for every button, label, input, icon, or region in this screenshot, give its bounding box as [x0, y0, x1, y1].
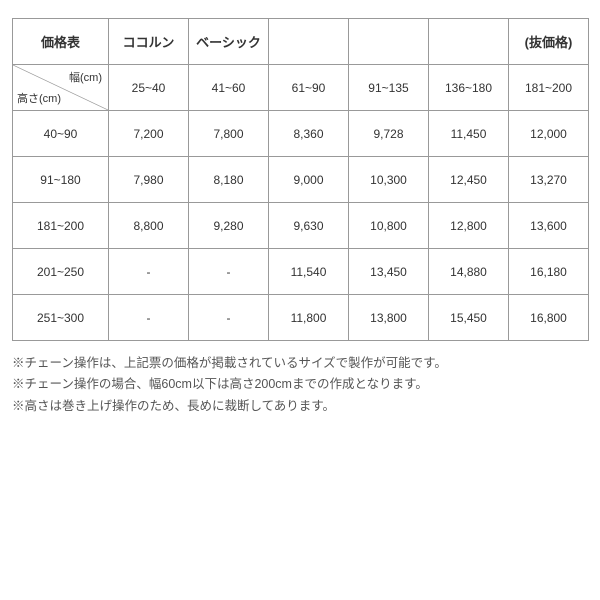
price-cell: 9,280 [189, 203, 269, 249]
price-cell: 13,600 [509, 203, 589, 249]
height-label: 201~250 [13, 249, 109, 295]
price-cell: 11,540 [269, 249, 349, 295]
table-row: 40~90 7,200 7,800 8,360 9,728 11,450 12,… [13, 111, 589, 157]
table-row: 181~200 8,800 9,280 9,630 10,800 12,800 … [13, 203, 589, 249]
price-cell: 9,728 [349, 111, 429, 157]
price-note-cell: (抜価格) [509, 19, 589, 65]
table-row: 251~300 - - 11,800 13,800 15,450 16,800 [13, 295, 589, 341]
price-cell: 12,800 [429, 203, 509, 249]
price-cell: 16,800 [509, 295, 589, 341]
width-col-4: 136~180 [429, 65, 509, 111]
price-cell: 13,800 [349, 295, 429, 341]
notes-block: ※チェーン操作は、上記票の価格が掲載されているサイズで製作が可能です。 ※チェー… [12, 353, 588, 417]
price-cell: 12,450 [429, 157, 509, 203]
price-cell: 8,800 [109, 203, 189, 249]
price-cell: 15,450 [429, 295, 509, 341]
price-cell: 7,980 [109, 157, 189, 203]
price-cell: - [109, 295, 189, 341]
note-line: ※チェーン操作は、上記票の価格が掲載されているサイズで製作が可能です。 [12, 353, 588, 374]
title-cell: 価格表 [13, 19, 109, 65]
price-cell: 9,630 [269, 203, 349, 249]
note-line: ※チェーン操作の場合、幅60cm以下は高さ200cmまでの作成となります。 [12, 374, 588, 395]
header-row: 価格表 ココルン ベーシック (抜価格) [13, 19, 589, 65]
blank-cell [349, 19, 429, 65]
brand1-cell: ココルン [109, 19, 189, 65]
price-cell: 9,000 [269, 157, 349, 203]
blank-cell [269, 19, 349, 65]
price-cell: 7,800 [189, 111, 269, 157]
note-line: ※高さは巻き上げ操作のため、長めに裁断してあります。 [12, 396, 588, 417]
price-cell: 12,000 [509, 111, 589, 157]
price-cell: 8,360 [269, 111, 349, 157]
price-cell: 10,300 [349, 157, 429, 203]
width-col-3: 91~135 [349, 65, 429, 111]
height-label: 40~90 [13, 111, 109, 157]
blank-cell [429, 19, 509, 65]
price-cell: 13,270 [509, 157, 589, 203]
width-col-1: 41~60 [189, 65, 269, 111]
price-cell: 11,800 [269, 295, 349, 341]
table-row: 201~250 - - 11,540 13,450 14,880 16,180 [13, 249, 589, 295]
price-cell: 16,180 [509, 249, 589, 295]
price-cell: 10,800 [349, 203, 429, 249]
price-cell: - [189, 295, 269, 341]
height-label: 91~180 [13, 157, 109, 203]
height-axis-label: 高さ(cm) [17, 90, 61, 106]
width-row: 幅(cm) 高さ(cm) 25~40 41~60 61~90 91~135 13… [13, 65, 589, 111]
price-table: 価格表 ココルン ベーシック (抜価格) 幅(cm) 高さ(cm) 25~40 … [12, 18, 589, 341]
diagonal-header: 幅(cm) 高さ(cm) [13, 65, 109, 111]
width-col-0: 25~40 [109, 65, 189, 111]
price-cell: 14,880 [429, 249, 509, 295]
height-label: 251~300 [13, 295, 109, 341]
width-col-5: 181~200 [509, 65, 589, 111]
height-label: 181~200 [13, 203, 109, 249]
price-cell: - [109, 249, 189, 295]
width-axis-label: 幅(cm) [69, 69, 102, 85]
price-cell: 7,200 [109, 111, 189, 157]
price-cell: 11,450 [429, 111, 509, 157]
table-row: 91~180 7,980 8,180 9,000 10,300 12,450 1… [13, 157, 589, 203]
width-col-2: 61~90 [269, 65, 349, 111]
price-cell: 13,450 [349, 249, 429, 295]
brand2-cell: ベーシック [189, 19, 269, 65]
price-cell: 8,180 [189, 157, 269, 203]
price-cell: - [189, 249, 269, 295]
